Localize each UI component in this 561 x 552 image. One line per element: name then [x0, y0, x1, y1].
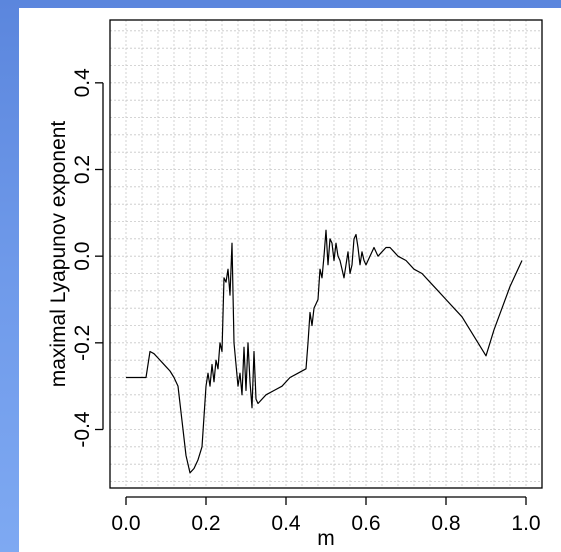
- x-tick-label: 0.0: [111, 512, 140, 535]
- series-layer: [126, 229, 523, 474]
- grid: [110, 20, 542, 488]
- plot-frame: [109, 19, 543, 489]
- x-tick-label: 0.8: [431, 512, 460, 535]
- y-tick-label: -0.2: [71, 325, 94, 361]
- y-tick-label: 0.4: [71, 68, 94, 98]
- y-axis-title: maximal Lyapunov exponent: [47, 121, 70, 388]
- plot-panel: 0.0 0.2 0.4 0.6 0.8 1.0 -0.4 -0.2 0.0 0.2 0.4 m ma…: [19, 8, 561, 552]
- x-axis-title: m: [317, 527, 335, 550]
- y-tick-label: -0.4: [71, 411, 94, 448]
- x-tick-label: 0.2: [191, 512, 220, 535]
- x-tick-label: 1.0: [511, 512, 540, 535]
- x-tick-label: 0.6: [351, 512, 380, 535]
- y-tick-label: 0.0: [71, 242, 94, 271]
- axes: 0.0 0.2 0.4 0.6 0.8 1.0 -0.4 -0.2 0.0 0.2 0.4: [71, 68, 541, 535]
- lyapunov-series-line: [126, 229, 523, 474]
- lyapunov-chart: 0.0 0.2 0.4 0.6 0.8 1.0 -0.4 -0.2 0.0 0.2 0.4 m ma…: [47, 19, 543, 550]
- x-tick-label: 0.4: [271, 512, 301, 535]
- y-tick-label: 0.2: [71, 155, 94, 184]
